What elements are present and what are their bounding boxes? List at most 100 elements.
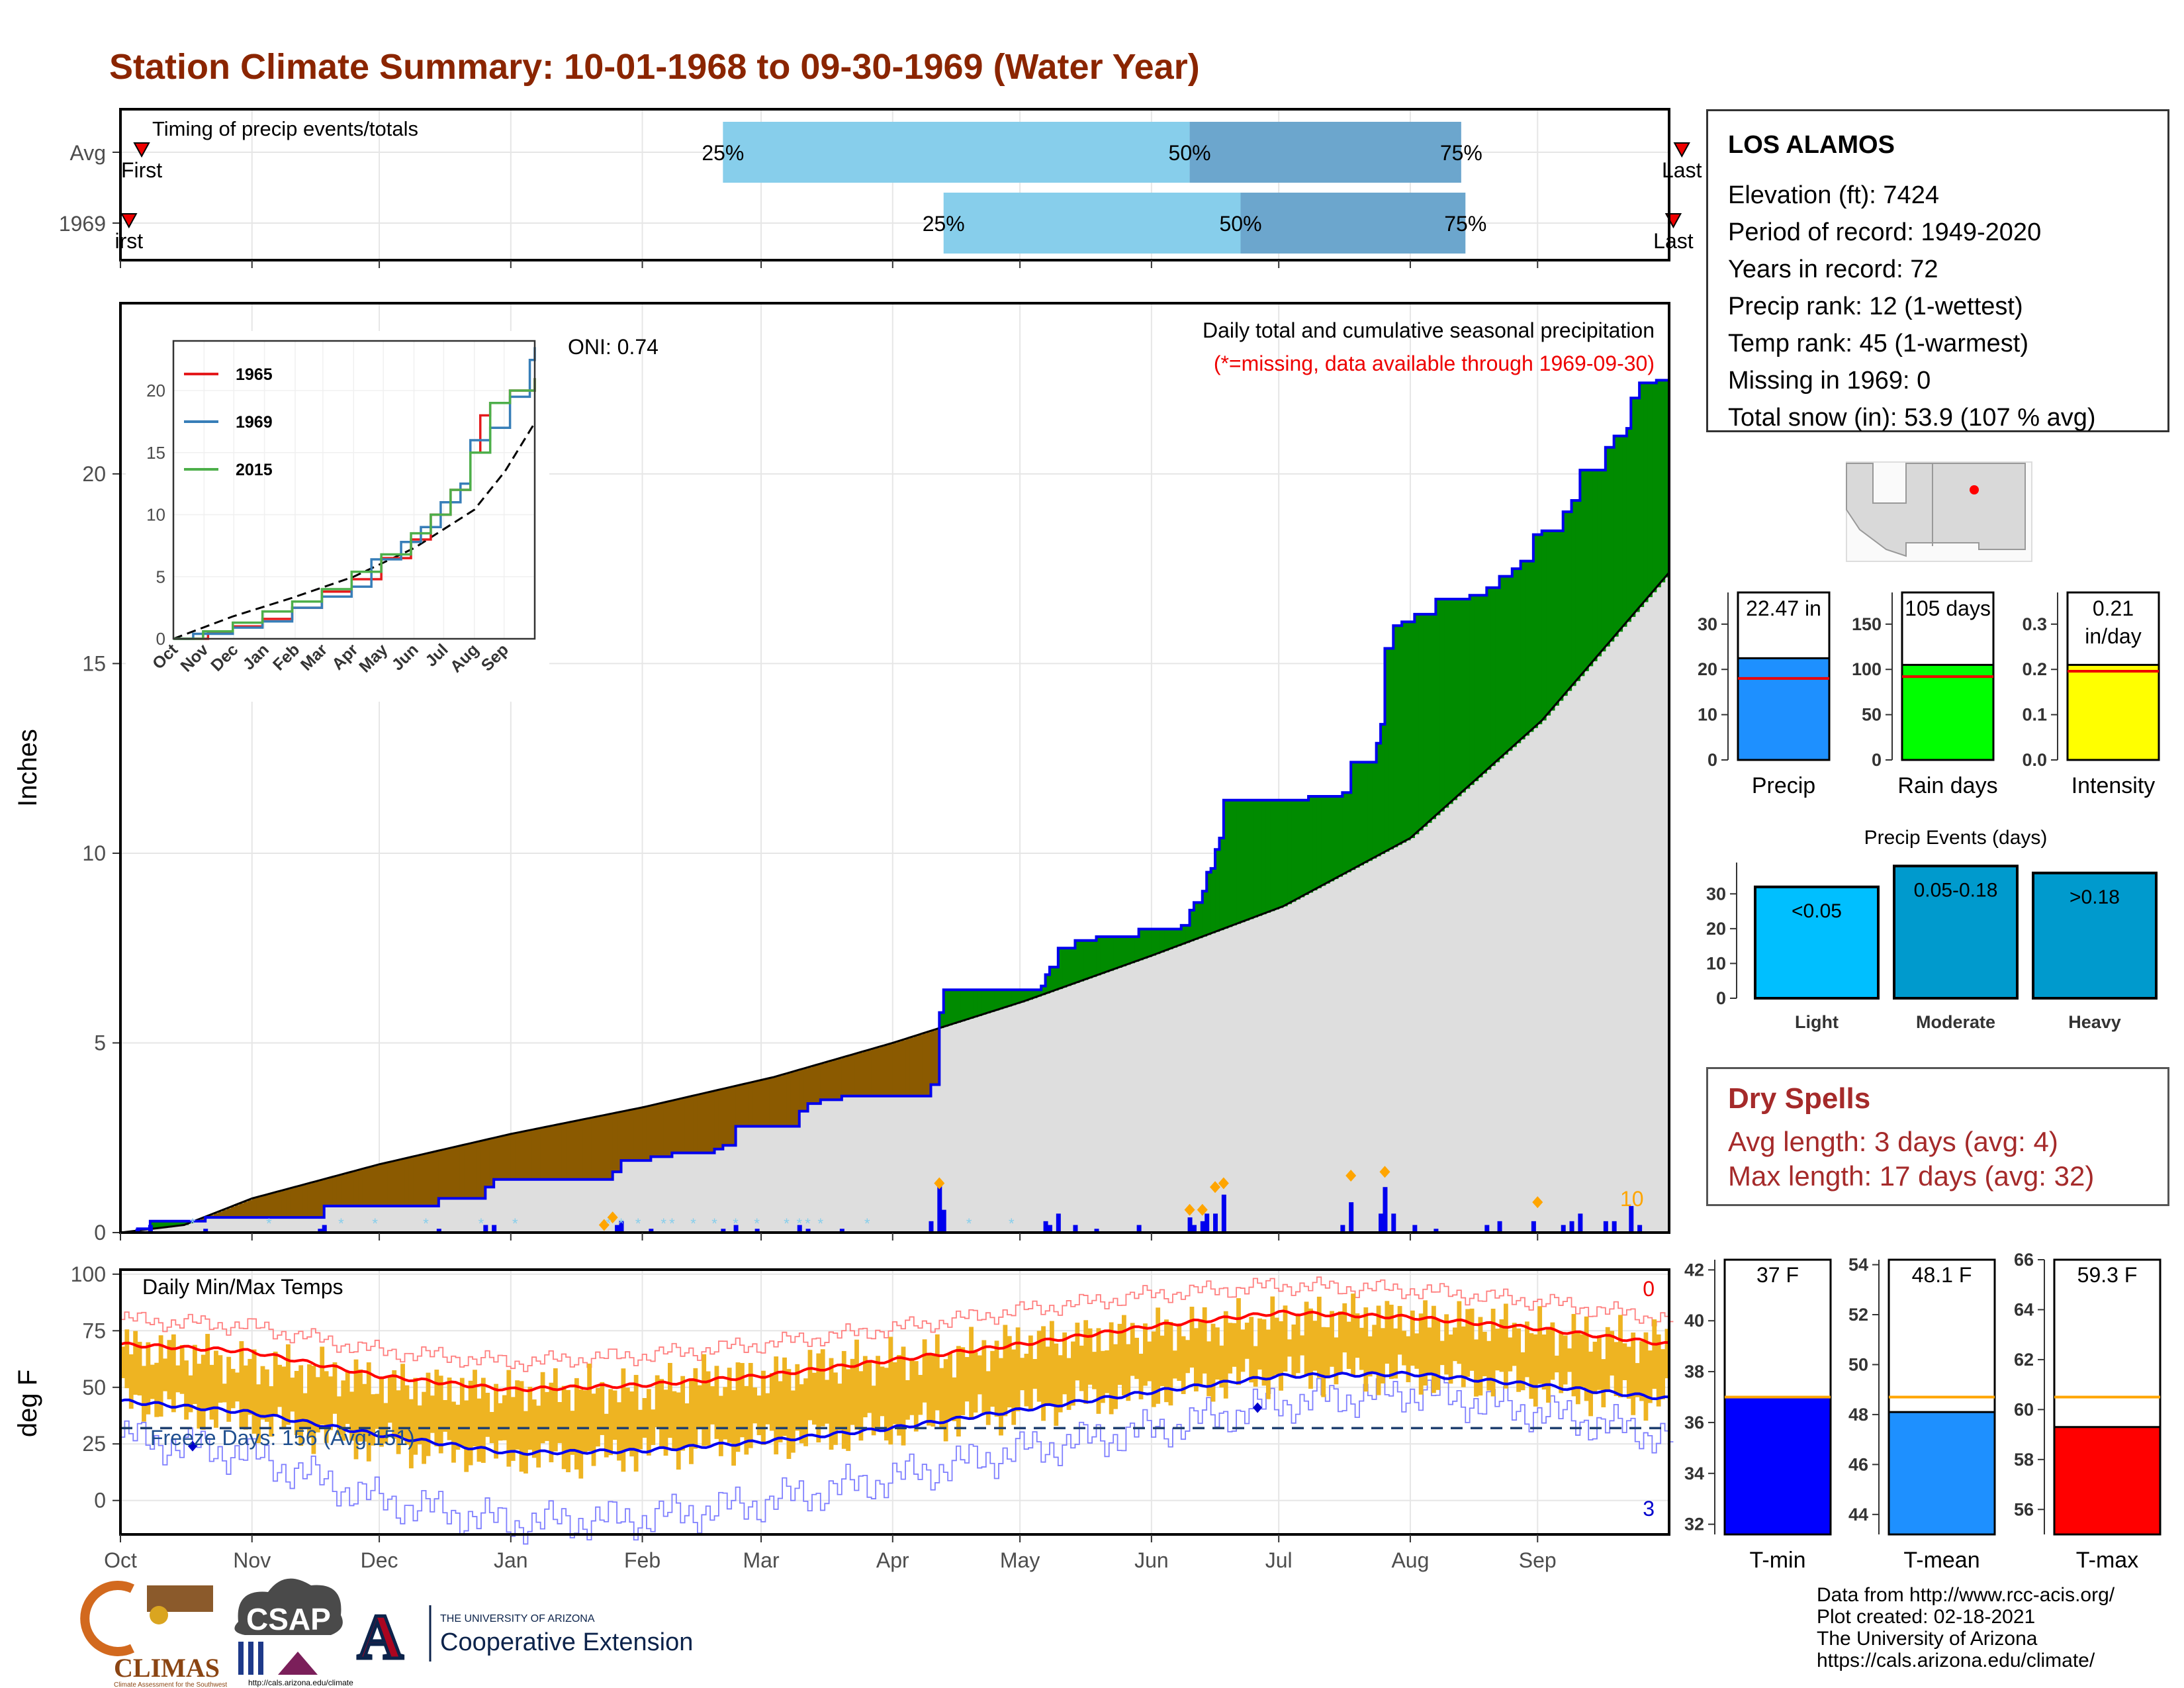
above-average-fill (179, 1221, 185, 1226)
inset-legend-label: 2015 (236, 461, 273, 479)
below-average-fill (468, 1143, 473, 1199)
above-average-fill (1639, 383, 1645, 608)
daily-precip-bar (721, 1229, 726, 1233)
above-average-fill (167, 1221, 172, 1227)
below-average-fill (629, 1109, 635, 1161)
daily-precip-bar (1043, 1221, 1048, 1233)
daily-precip-bar (1094, 1229, 1099, 1233)
precip-event-diamond (934, 1177, 945, 1190)
freeze-days-label: Freeze Days: 156 (Avg:151) (150, 1426, 415, 1450)
mini-tick-label: 40 (1684, 1311, 1704, 1331)
daily-temp-bar (341, 1380, 346, 1441)
above-average-fill (1121, 937, 1126, 966)
daily-precip-bar (1637, 1225, 1643, 1233)
below-average-fill (451, 1147, 457, 1199)
above-average-fill (1601, 470, 1606, 652)
daily-precip-bar (483, 1225, 488, 1233)
precip-tick-label: 20 (82, 462, 106, 486)
above-average-fill (1431, 614, 1436, 820)
daily-temp-bar (617, 1402, 621, 1461)
below-average-fill (473, 1143, 478, 1199)
above-average-fill (1096, 937, 1101, 976)
above-average-fill (1270, 800, 1275, 912)
mini-tick-label: 32 (1684, 1515, 1704, 1534)
above-average-fill (163, 1221, 168, 1228)
below-average-fill (880, 1046, 885, 1096)
below-average-fill (502, 1135, 507, 1180)
month-label: Jan (494, 1548, 528, 1572)
daily-temp-bar (1414, 1333, 1420, 1369)
mini-tick-label: 60 (2014, 1399, 2034, 1419)
daily-temp-bar (1626, 1346, 1631, 1399)
above-average-fill (1457, 598, 1462, 796)
precip-event-bar-label: 0.05-0.18 (1914, 879, 1998, 901)
daily-temp-bar (451, 1401, 456, 1463)
daily-temp-bar (256, 1384, 261, 1444)
daily-temp-bar (1418, 1313, 1424, 1395)
daily-temp-bar (854, 1339, 859, 1430)
above-average-fill (1308, 796, 1314, 893)
below-average-fill (897, 1041, 902, 1096)
daily-precip-bar (135, 1229, 140, 1233)
below-average-fill (273, 1192, 278, 1218)
below-average-fill (820, 1063, 825, 1100)
daily-temp-bar (1036, 1331, 1042, 1402)
inset-series-line (173, 378, 536, 640)
above-average-fill (1355, 762, 1360, 868)
below-average-fill (485, 1139, 490, 1188)
daily-precip-bar (1200, 1221, 1205, 1233)
below-average-fill (638, 1108, 643, 1161)
daily-temp-bar (473, 1370, 477, 1447)
below-average-fill (909, 1037, 915, 1096)
above-average-fill (985, 990, 991, 1013)
record-min-line (120, 1374, 1674, 1545)
above-average-fill (1499, 576, 1504, 759)
above-average-fill (1198, 902, 1203, 939)
below-average-fill (307, 1184, 312, 1218)
daily-temp-bar (646, 1389, 651, 1456)
daily-temp-bar (307, 1364, 312, 1438)
daily-temp-bar (1321, 1327, 1326, 1397)
events-tick-label: 30 (1706, 884, 1726, 904)
daily-temp-bar (811, 1372, 817, 1425)
snow-day-marker: * (711, 1215, 717, 1232)
daily-precip-bar (1136, 1225, 1142, 1233)
below-average-fill (387, 1162, 392, 1206)
daily-precip-bar (1603, 1221, 1608, 1233)
timing-marker-label: First (121, 158, 162, 182)
daily-temp-bar (578, 1389, 584, 1479)
below-average-fill (400, 1159, 406, 1206)
daily-temp-bar (816, 1353, 821, 1443)
precip-event-bar-label: >0.18 (2070, 886, 2120, 908)
below-average-fill (422, 1154, 427, 1206)
daily-temp-bar (693, 1368, 698, 1449)
daily-temp-bar (1287, 1339, 1292, 1357)
daily-temp-bar (455, 1405, 461, 1450)
daily-temp-bar (659, 1379, 664, 1448)
above-average-fill (1525, 561, 1530, 736)
daily-temp-bar (392, 1370, 397, 1439)
below-average-fill (862, 1051, 868, 1096)
mini-tick-label: 36 (1684, 1413, 1704, 1432)
daily-temp-bar (443, 1400, 448, 1432)
below-average-fill (447, 1149, 452, 1199)
daily-temp-bar (1372, 1325, 1377, 1374)
above-average-fill (939, 1012, 944, 1029)
above-average-fill (1020, 990, 1025, 1003)
daily-temp-bar (702, 1354, 707, 1446)
daily-temp-bar (927, 1353, 931, 1426)
daily-temp-bar (761, 1370, 766, 1445)
below-average-fill (404, 1158, 410, 1206)
daily-temp-bar (362, 1383, 367, 1442)
daily-temp-bar (888, 1336, 893, 1445)
below-average-fill (222, 1209, 227, 1218)
daily-precip-bar (1221, 1194, 1226, 1233)
daily-temp-bar (638, 1409, 643, 1450)
daily-temp-bar (1330, 1311, 1334, 1367)
above-average-fill (154, 1221, 159, 1229)
below-average-fill (430, 1152, 435, 1206)
below-average-fill (854, 1054, 860, 1096)
above-average-fill (1210, 868, 1216, 934)
events-title: Precip Events (days) (1864, 827, 2048, 849)
above-average-fill (1643, 383, 1649, 602)
